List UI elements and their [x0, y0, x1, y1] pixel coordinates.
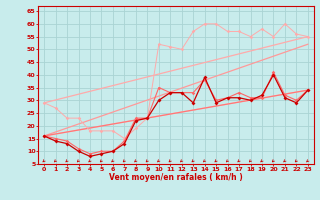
- X-axis label: Vent moyen/en rafales ( km/h ): Vent moyen/en rafales ( km/h ): [109, 173, 243, 182]
